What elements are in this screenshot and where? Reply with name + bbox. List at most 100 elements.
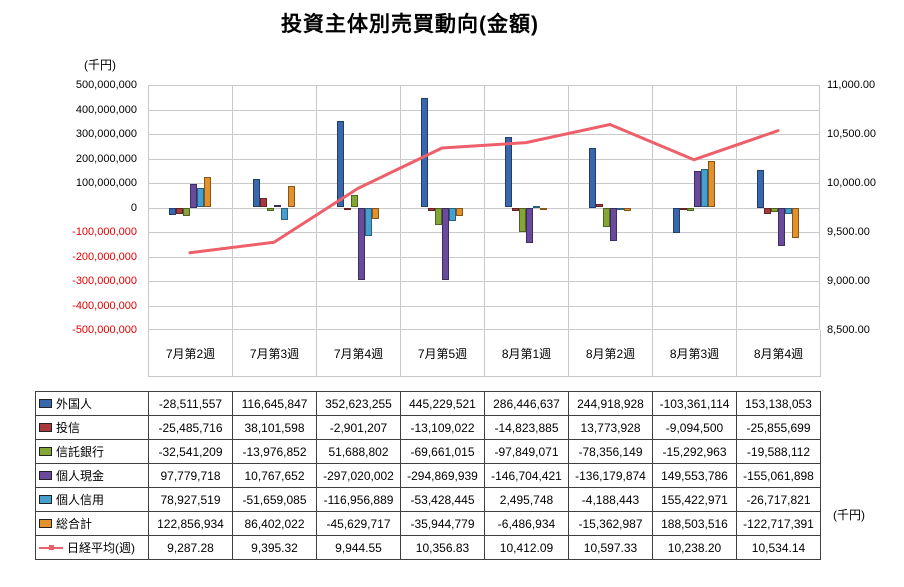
x-axis-label: 7月第3週 <box>233 330 317 376</box>
bar-individual-margin <box>785 207 792 214</box>
table-cell: -78,356,149 <box>569 440 653 464</box>
bar-foreigners <box>421 98 428 208</box>
table-cell: -9,094,500 <box>653 416 737 440</box>
legend-cell: 日経平均(週) <box>36 536 149 560</box>
table-cell: -4,188,443 <box>569 488 653 512</box>
left-axis-tick-label: 0 <box>130 201 137 214</box>
right-axis-tick-label: 10,000.00 <box>827 177 876 189</box>
table-cell: -136,179,874 <box>569 464 653 488</box>
table-cell: -297,020,002 <box>317 464 401 488</box>
table-cell: 10,534.14 <box>737 536 821 560</box>
left-axis-tick-label: -400,000,000 <box>72 299 137 312</box>
bar-investment-trusts <box>176 207 183 214</box>
plot-area <box>148 85 820 330</box>
line-layer <box>188 123 780 255</box>
bar-investment-trusts <box>764 207 771 214</box>
table-cell: 445,229,521 <box>401 392 485 416</box>
table-cell: -26,717,821 <box>737 488 821 512</box>
bar-investment-trusts <box>428 207 435 211</box>
right-axis-tick-label: 8,500.00 <box>827 324 870 336</box>
bar-individual-margin <box>281 207 288 221</box>
bar-individual-cash <box>778 207 785 246</box>
table-cell: -32,541,209 <box>149 440 233 464</box>
investment-trusts-marker-icon <box>39 423 52 432</box>
left-axis-tick-label: 200,000,000 <box>75 152 137 165</box>
bar-individual-cash <box>694 170 701 208</box>
left-axis-tick-label: -100,000,000 <box>72 226 137 238</box>
table-cell: 153,138,053 <box>737 392 821 416</box>
v-gridline <box>484 85 485 330</box>
legend-cell: 個人現金 <box>36 464 149 488</box>
table-cell: -28,511,557 <box>149 392 233 416</box>
left-axis-tick-label: 300,000,000 <box>75 128 137 140</box>
bar-individual-cash <box>274 204 281 208</box>
x-axis-label: 8月第2週 <box>569 330 653 376</box>
bar-trust-banks <box>603 207 610 227</box>
bar-trust-banks <box>771 207 778 213</box>
x-axis-label: 7月第2週 <box>149 330 233 376</box>
bar-individual-cash <box>526 207 533 244</box>
table-cell: -2,901,207 <box>317 416 401 440</box>
bar-foreigners <box>589 147 596 208</box>
table-cell: -69,661,015 <box>401 440 485 464</box>
table-cell: 116,645,847 <box>233 392 317 416</box>
left-axis-tick-label: 100,000,000 <box>75 177 137 189</box>
table-cell: 244,918,928 <box>569 392 653 416</box>
right-axis-tick-label: 10,500.00 <box>827 128 876 140</box>
right-axis-tick-label: 9,000.00 <box>827 275 870 287</box>
v-gridline <box>819 85 820 330</box>
table-cell: -15,362,987 <box>569 512 653 536</box>
table-cell: 122,856,934 <box>149 512 233 536</box>
bar-individual-margin <box>617 207 624 210</box>
table-cell: 286,446,637 <box>485 392 569 416</box>
individual-cash-marker-icon <box>39 471 52 480</box>
bar-total <box>204 177 211 208</box>
bar-investment-trusts <box>260 198 267 208</box>
bar-trust-banks <box>519 207 526 232</box>
legend-cell: 投信 <box>36 416 149 440</box>
series-label: 信託銀行 <box>56 445 105 459</box>
bar-individual-margin <box>533 205 540 208</box>
foreigners-marker-icon <box>39 399 52 408</box>
bar-total <box>456 207 463 217</box>
v-gridline <box>736 85 737 330</box>
table-cell: -97,849,071 <box>485 440 569 464</box>
left-axis-tick-label: 400,000,000 <box>75 103 137 116</box>
legend-cell: 信託銀行 <box>36 440 149 464</box>
table-cell: -122,717,391 <box>737 512 821 536</box>
bar-total <box>288 186 295 208</box>
right-axis-tick-label: 11,000.00 <box>827 79 876 91</box>
bar-trust-banks <box>183 207 190 216</box>
table-cell: 10,412.09 <box>485 536 569 560</box>
table-cell: -146,704,421 <box>485 464 569 488</box>
table-cell: -53,428,445 <box>401 488 485 512</box>
table-cell: 188,503,516 <box>653 512 737 536</box>
table-cell: 352,623,255 <box>317 392 401 416</box>
bar-individual-margin <box>365 207 372 237</box>
left-axis-unit-label: (千円) <box>84 58 116 72</box>
nikkei-marker-icon <box>39 543 63 552</box>
table-cell: 10,356.83 <box>401 536 485 560</box>
bar-individual-cash <box>610 207 617 241</box>
table-cell: 51,688,802 <box>317 440 401 464</box>
table-cell: -35,944,779 <box>401 512 485 536</box>
bar-trust-banks <box>687 207 694 212</box>
table-cell: -155,061,898 <box>737 464 821 488</box>
table-cell: -19,588,112 <box>737 440 821 464</box>
bar-individual-cash <box>358 207 365 281</box>
table-cell: 38,101,598 <box>233 416 317 440</box>
series-label: 日経平均(週) <box>67 541 135 555</box>
table-cell: 2,495,748 <box>485 488 569 512</box>
v-gridline <box>232 85 233 330</box>
right-axis-tick-label: 9,500.00 <box>827 226 870 238</box>
table-cell: -14,823,885 <box>485 416 569 440</box>
left-axis-labels: 500,000,000 400,000,000 300,000,000 200,000… <box>0 79 141 336</box>
left-axis-tick-label: -500,000,000 <box>72 324 137 336</box>
table-cell: -15,292,963 <box>653 440 737 464</box>
x-axis-label: 8月第1週 <box>485 330 569 376</box>
series-label: 個人信用 <box>56 493 105 507</box>
table-cell: -13,976,852 <box>233 440 317 464</box>
table-cell: 10,767,652 <box>233 464 317 488</box>
bar-investment-trusts <box>680 207 687 210</box>
bar-trust-banks <box>351 194 358 208</box>
